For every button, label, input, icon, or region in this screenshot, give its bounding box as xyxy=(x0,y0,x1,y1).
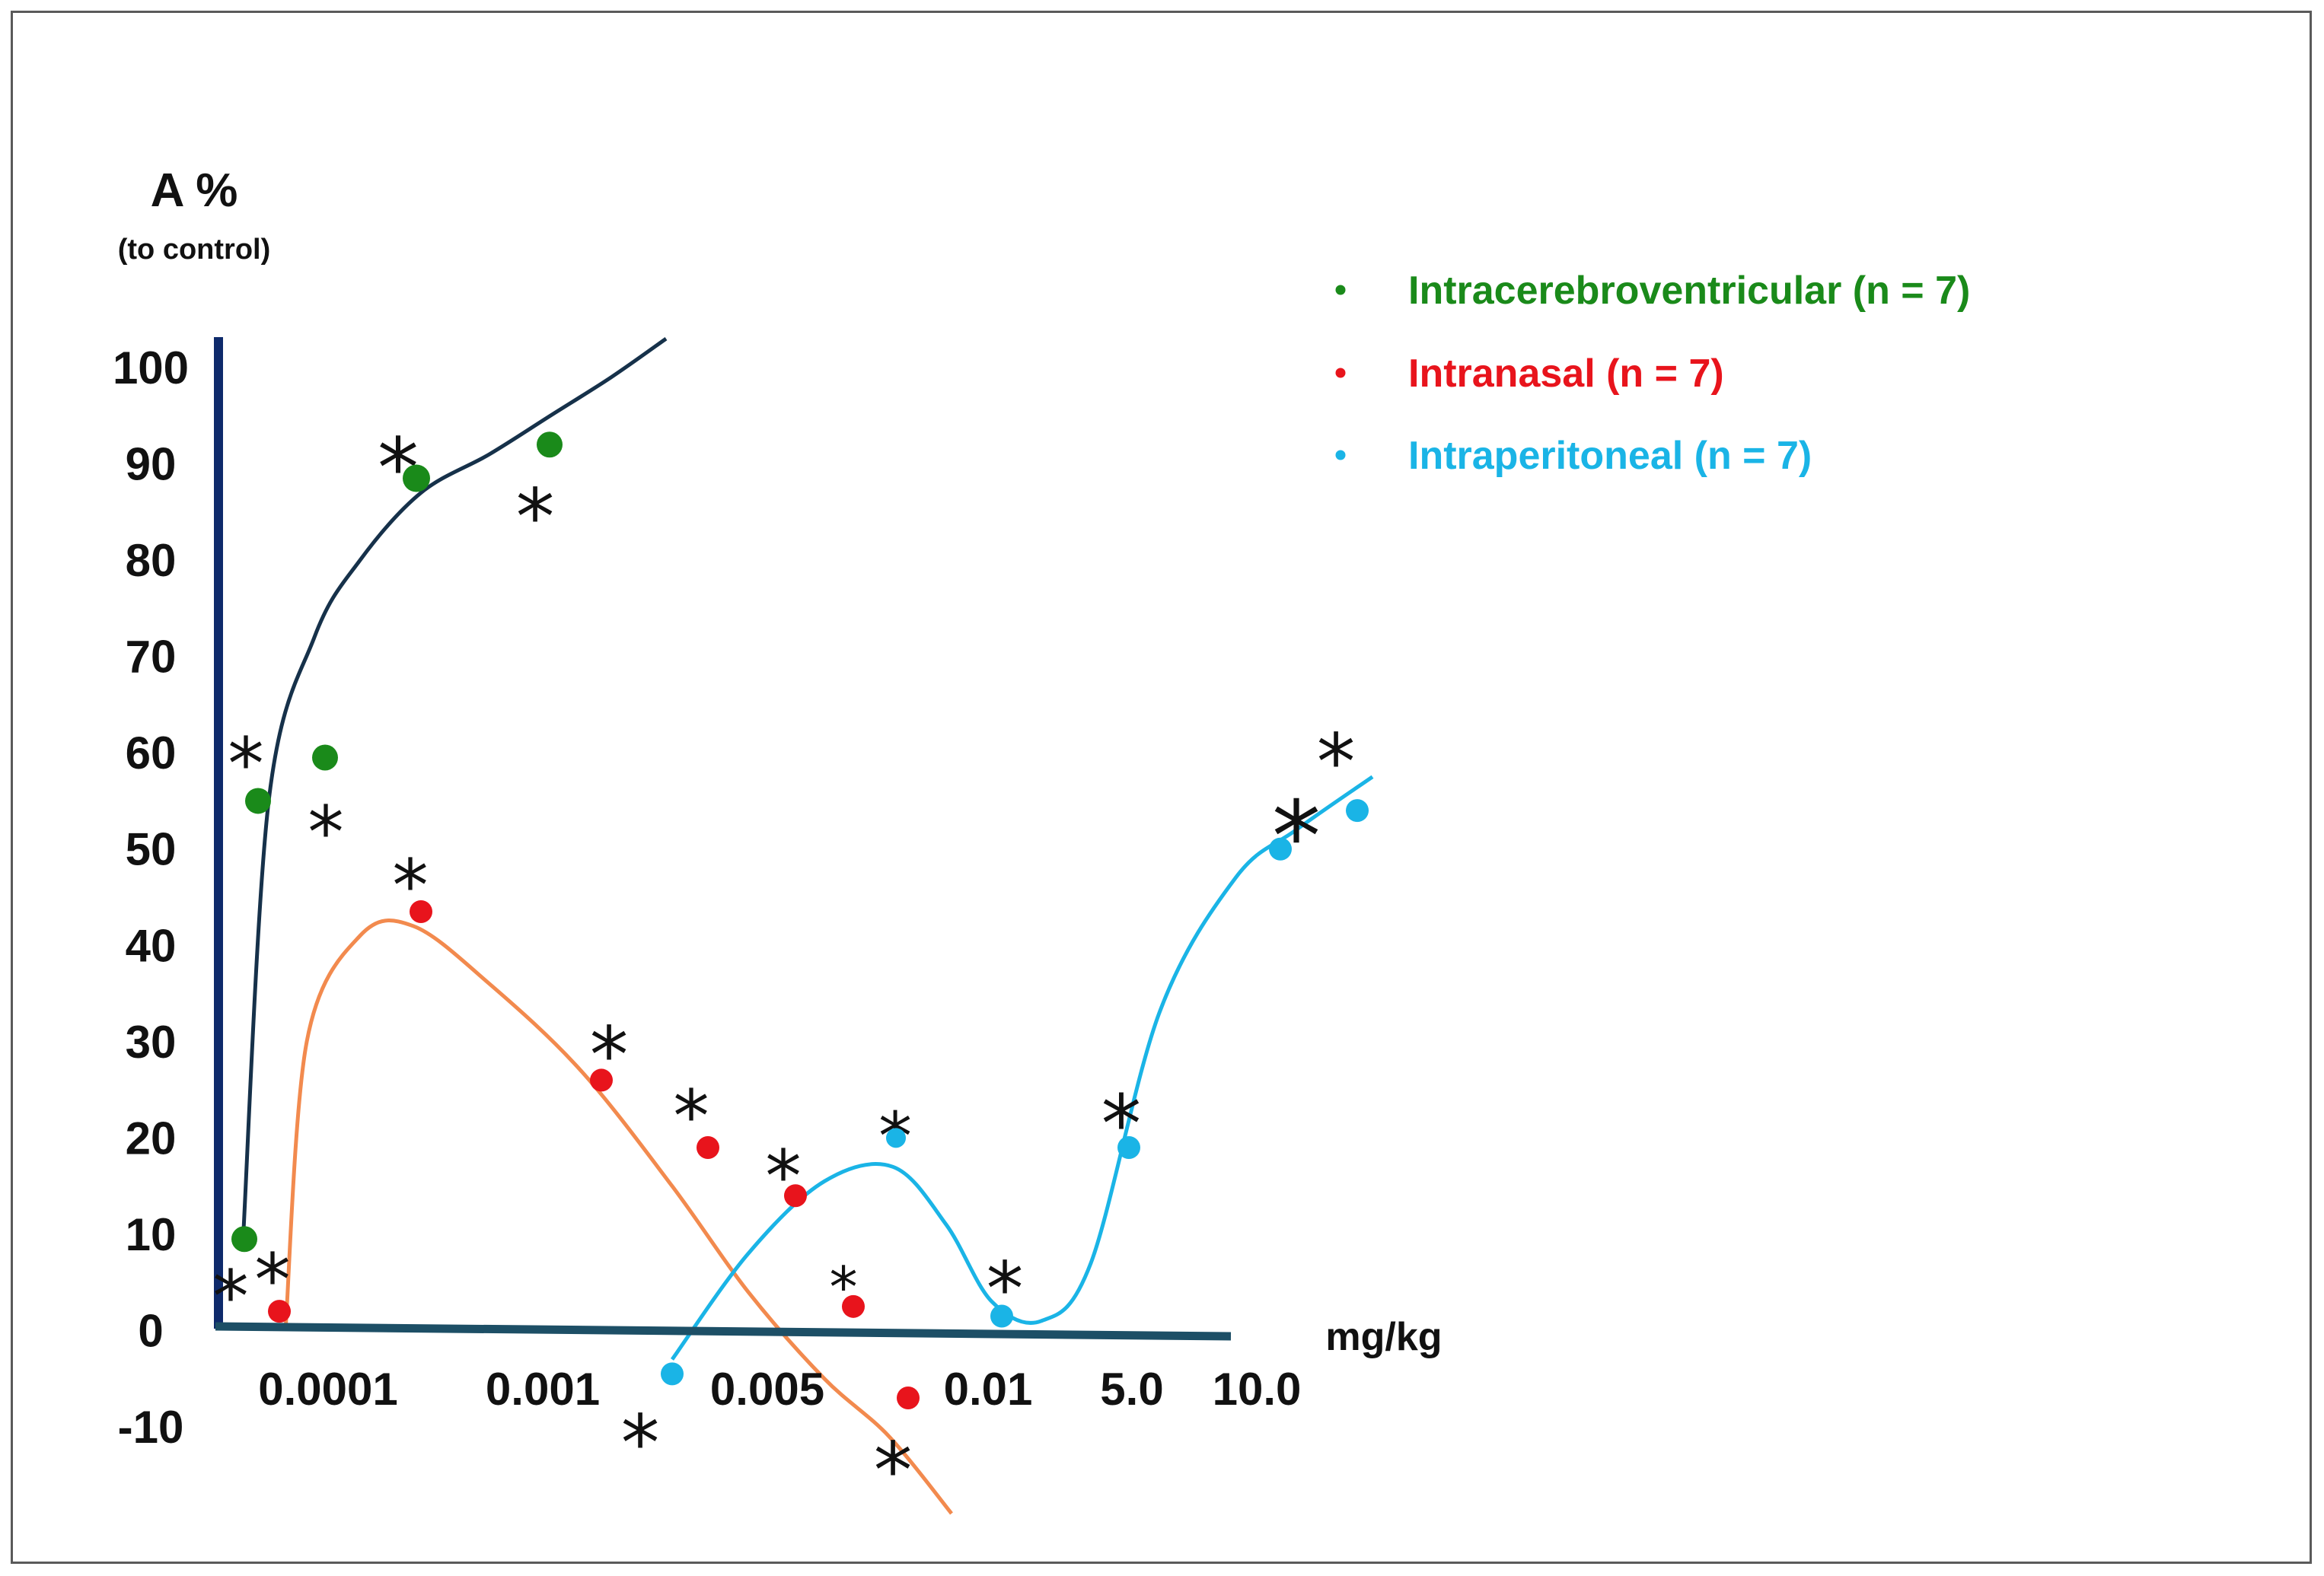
y-tick-label: 50 xyxy=(126,824,177,875)
y-tick-label: 10 xyxy=(126,1209,177,1260)
data-point xyxy=(661,1362,684,1386)
y-axis-subtitle: (to control) xyxy=(118,234,271,266)
y-tick-label: 30 xyxy=(126,1017,177,1068)
data-point xyxy=(1117,1136,1140,1160)
fitted-curve-3 xyxy=(670,775,1374,1361)
data-point xyxy=(886,1128,906,1148)
legend-label: Intraperitoneal (n = 7) xyxy=(1408,434,1812,478)
figure-frame: A % (to control) mg/kg 100 90 80 70 60 50 40 30… xyxy=(11,11,2312,1564)
x-tick-label: 0.005 xyxy=(710,1364,824,1415)
legend-marker xyxy=(1335,285,1346,295)
data-points xyxy=(231,431,1369,1410)
data-point xyxy=(268,1300,291,1323)
legend-marker xyxy=(1335,368,1346,378)
x-tick-label: 10.0 xyxy=(1213,1364,1302,1415)
data-point xyxy=(245,788,271,814)
fitted-curve-2 xyxy=(283,919,953,1515)
legend-label: Intranasal (n = 7) xyxy=(1408,352,1724,396)
data-point xyxy=(231,1226,257,1253)
data-point xyxy=(897,1387,920,1410)
data-point xyxy=(697,1136,719,1160)
legend-marker xyxy=(1335,450,1346,460)
fitted-curves xyxy=(241,336,1374,1515)
x-tick-labels: 0.0001 0.001 0.005 0.01 5.0 10.0 xyxy=(258,1364,1301,1415)
dose-response-chart: A % (to control) mg/kg 10090807060504030… xyxy=(113,164,1970,1516)
significance-markers: ****************** xyxy=(212,422,1355,1516)
data-point xyxy=(590,1068,613,1092)
data-point xyxy=(410,899,432,923)
data-point xyxy=(784,1184,807,1208)
data-point xyxy=(537,431,563,458)
x-axis-line xyxy=(215,1322,1232,1341)
y-tick-label: 90 xyxy=(126,439,177,490)
y-tick-label: 40 xyxy=(126,920,177,971)
x-axis-title: mg/kg xyxy=(1325,1315,1442,1359)
x-tick-label: 5.0 xyxy=(1100,1364,1163,1415)
significance-star: * xyxy=(212,1255,248,1339)
legend: Intracerebroventricular (n = 7) Intranasa… xyxy=(1335,269,1970,478)
x-tick-label: 0.001 xyxy=(486,1364,600,1415)
data-point xyxy=(312,744,338,771)
fitted-curve-1 xyxy=(241,336,668,1244)
significance-star: * xyxy=(308,791,343,874)
significance-star: * xyxy=(1272,781,1321,894)
data-point xyxy=(990,1304,1013,1328)
significance-star: * xyxy=(621,1399,660,1488)
x-tick-label: 0.01 xyxy=(944,1364,1033,1415)
y-tick-label: 70 xyxy=(126,632,177,683)
data-point xyxy=(1346,799,1369,823)
data-point xyxy=(842,1294,865,1318)
significance-star: * xyxy=(1317,718,1356,807)
data-point xyxy=(1269,837,1292,861)
y-tick-label: 20 xyxy=(126,1113,177,1164)
y-tick-label: 100 xyxy=(113,342,189,393)
legend-label: Intracerebroventricular (n = 7) xyxy=(1408,269,1970,313)
x-tick-label: 0.0001 xyxy=(258,1364,398,1415)
significance-star: * xyxy=(516,473,555,562)
y-tick-label: 80 xyxy=(126,535,177,586)
y-axis-title: A % xyxy=(151,164,238,217)
data-point xyxy=(403,464,430,492)
y-tick-label: -10 xyxy=(118,1402,184,1453)
significance-star: * xyxy=(874,1426,913,1516)
y-tick-label: 0 xyxy=(138,1305,163,1356)
y-tick-label: 60 xyxy=(126,728,177,778)
